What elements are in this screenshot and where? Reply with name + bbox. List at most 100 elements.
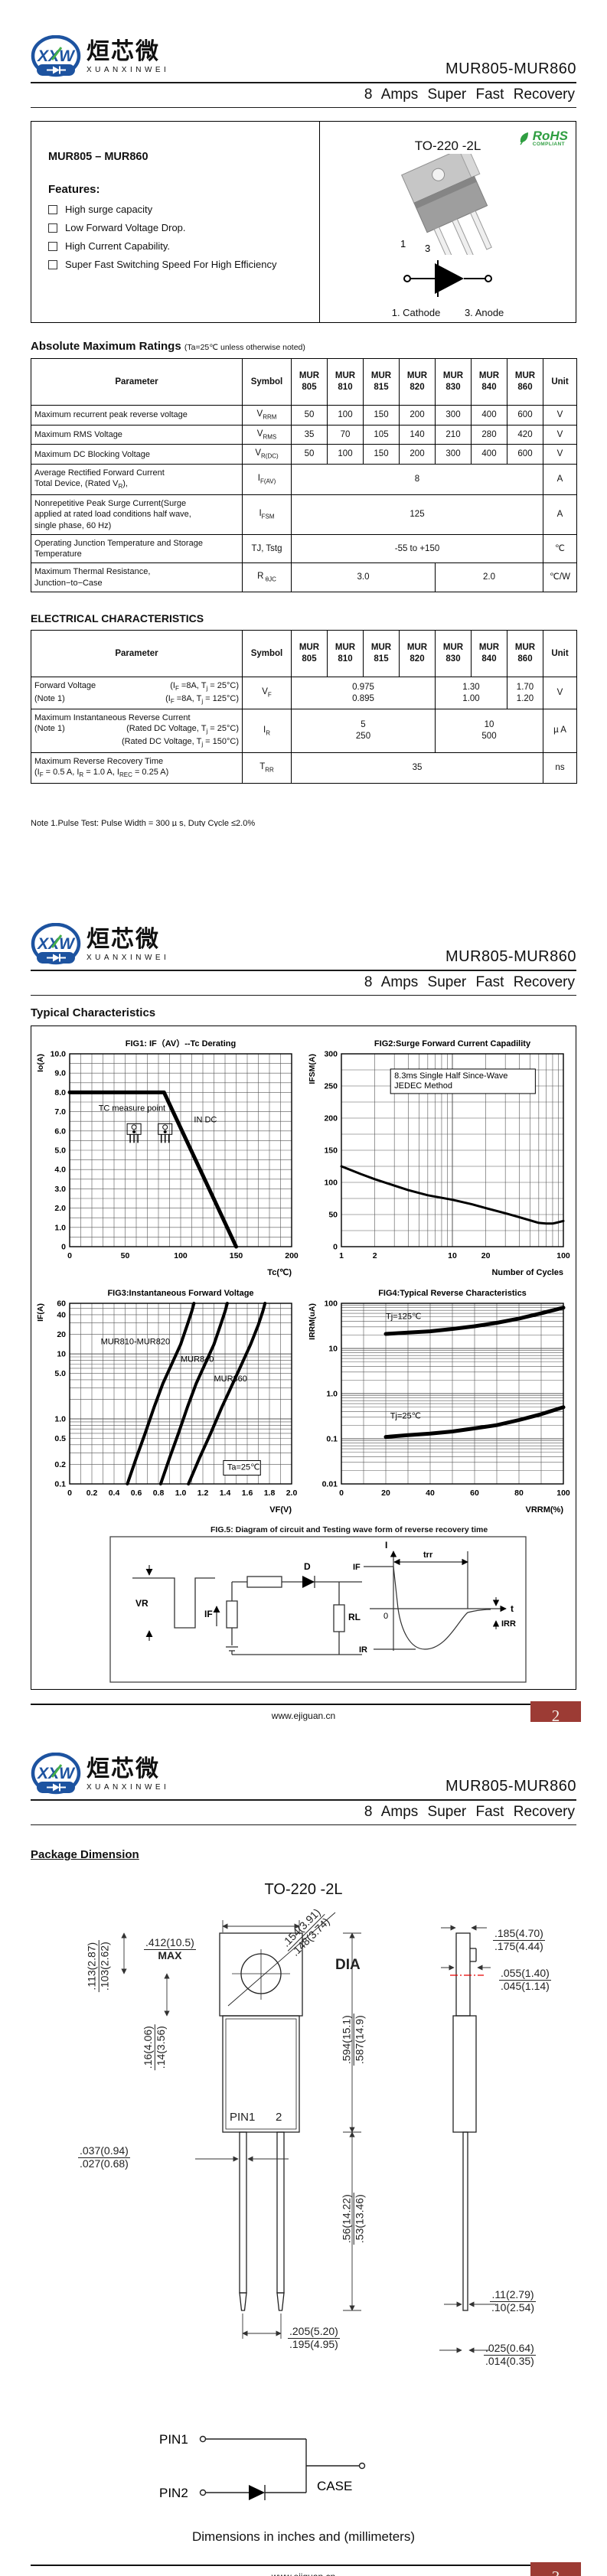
dimensions-caption: Dimensions in inches and (millimeters) <box>192 2529 415 2544</box>
side-view <box>452 1932 477 2311</box>
table-cell: Maximum RMS Voltage <box>31 424 243 445</box>
datasheet-page-2: XXW 烜芯微 XUANXINWEI MUR805-MUR860 <box>0 827 607 1722</box>
package-outline-drawing <box>121 1912 496 2353</box>
dimension-value: .185(4.70) .175(4.44) <box>493 1927 545 1952</box>
header-rule-thick <box>31 82 576 83</box>
y-tick-label: 60 <box>57 1299 66 1309</box>
page-number-badge: 3 <box>530 2562 581 2576</box>
table-cell: Nonrepetitive Peak Surge Current(Surge ap… <box>31 494 243 535</box>
table-cell: 400 <box>471 405 507 426</box>
table-header-cell: Unit <box>543 358 577 406</box>
table-cell: Average Rectified Forward Current Total D… <box>31 464 243 495</box>
x-tick-label: 60 <box>470 1489 479 1498</box>
table-cell: 1.70 1.20 <box>507 677 543 710</box>
table-header-cell: MUR 810 <box>327 358 364 406</box>
table-cell: 3.0 <box>291 562 436 593</box>
table-cell: 2.0 <box>435 562 543 593</box>
table-cell: 200 <box>399 405 436 426</box>
diode-label: D <box>304 1561 311 1572</box>
annotation-box <box>223 1460 261 1476</box>
table-header-cell: MUR 810 <box>327 630 364 678</box>
chart-title: FIG1: IF（AV）--Tc Derating <box>126 1039 236 1048</box>
table-cell: 150 <box>363 405 400 426</box>
plot-border <box>341 1303 564 1485</box>
y-tick-label: 0.2 <box>54 1460 66 1469</box>
abs-max-ratings-title: Absolute Maximum Ratings (Ta=25℃ unless … <box>31 340 305 353</box>
typical-characteristics-title: Typical Characteristics <box>31 1006 156 1019</box>
table-cell: 300 <box>435 444 472 465</box>
irr-label: IRR <box>501 1619 516 1629</box>
dimension-value: .412(10.5) MAX <box>144 1936 196 1961</box>
header-rule-thin <box>31 1824 576 1825</box>
checkbox-icon <box>48 204 57 214</box>
table-row: Operating Junction Temperature and Stora… <box>31 533 577 564</box>
table-header-cell: MUR 830 <box>435 358 472 406</box>
table-cell: R θJC <box>242 562 292 593</box>
y-tick-label: 100 <box>324 1179 338 1188</box>
table-row: Maximum Instantaneous Reverse Current (No… <box>31 709 577 753</box>
y-tick-label: 0.5 <box>54 1434 66 1443</box>
table-cell: TRR <box>242 752 292 784</box>
x-tick-label: 150 <box>230 1251 243 1260</box>
part-number: MUR805-MUR860 <box>445 1778 576 1795</box>
y-tick-label: 5.0 <box>54 1146 66 1156</box>
table-header-cell: Parameter <box>31 358 243 406</box>
table-cell: 100 <box>327 405 364 426</box>
diode-symbol-icon <box>403 260 492 297</box>
y-tick-label: 10 <box>57 1350 66 1359</box>
internal-connection-schematic: PIN1 PIN2 CASE <box>159 2432 366 2500</box>
dimension-value: .11(2.79) .10(2.54) <box>490 2288 537 2314</box>
x-tick-label: 0.4 <box>109 1489 120 1498</box>
plot-border <box>341 1053 564 1247</box>
vr-label: VR <box>135 1598 148 1609</box>
fig4-reverse-characteristics-chart: 0 20 40 60 80 100 100 10 1.0 0.1 0.01 FIG4:Typical … <box>308 1289 570 1515</box>
header-rule-thick <box>31 1799 576 1801</box>
annotation-text: MUR810-MUR820 <box>101 1338 170 1347</box>
table-cell: ns <box>543 752 577 784</box>
table-cell: Maximum recurrent peak reverse voltage <box>31 405 243 426</box>
brand-name-cn: 烜芯微 <box>86 927 160 952</box>
product-title: MUR805 – MUR860 <box>48 151 148 163</box>
to220-glyph-dot <box>163 1130 167 1133</box>
dimension-value: .56(14.22) .53(13.46) <box>340 2193 366 2245</box>
dimension-text: 2 <box>276 2111 282 2124</box>
diode-pin-caption: 1. Cathode 3. Anode <box>320 307 576 318</box>
x-axis-label: Number of Cycles <box>491 1268 563 1277</box>
if-label: IF <box>204 1609 213 1619</box>
annotation-text: 8.3ms Single Half Since-Wave <box>394 1071 507 1081</box>
logo-diode-triangle <box>53 954 60 962</box>
recovery-waveform <box>364 1550 507 1651</box>
logo-green-slash <box>51 1764 63 1778</box>
product-right-column: TO-220 -2L RoHS COMPLIANT <box>319 122 576 322</box>
chart-title: FIG3:Instantaneous Forward Voltage <box>107 1289 253 1298</box>
brand-logo: XXW 烜芯微 XUANXINWEI <box>31 35 169 80</box>
y-axis-label: IF(A) <box>36 1303 45 1322</box>
data-series <box>383 1405 566 1440</box>
x-axis-label: Tc(℃) <box>267 1268 292 1277</box>
dimension-value: .037(0.94) .027(0.68) <box>78 2144 130 2170</box>
x-axis-label: VRRM(%) <box>526 1505 564 1515</box>
feature-item: Low Forward Voltage Drop. <box>48 222 304 233</box>
dimension-value: .025(0.64) .014(0.35) <box>484 2342 536 2367</box>
y-tick-label: 150 <box>324 1146 338 1156</box>
plot-border <box>69 1053 292 1247</box>
y-tick-label: 0.01 <box>322 1480 338 1489</box>
table-cell: V <box>543 444 577 465</box>
table-header-cell: Symbol <box>242 630 292 678</box>
table-header-cell: MUR 815 <box>363 630 400 678</box>
fig1-derating-chart: 0 50 100 150 200 10.0 9.0 8.0 7.0 6.0 5.0 4.0 3.0 2.0… <box>36 1039 299 1277</box>
table-cell: Maximum DC Blocking Voltage <box>31 444 243 465</box>
table-header-cell: Symbol <box>242 358 292 406</box>
footer-url: www.ejiguan.cn <box>272 2571 335 2576</box>
y-tick-label: 100 <box>324 1299 338 1309</box>
page-header: XXW 烜芯微 XUANXINWEI MUR805-MUR860 <box>31 1722 576 2545</box>
table-header-cell: MUR 820 <box>399 630 436 678</box>
table-cell: 420 <box>507 424 543 445</box>
datasheet-page-3: XXW 烜芯微 XUANXINWEI MUR805-MUR860 <box>0 1722 607 2576</box>
y-tick-label: 3.0 <box>54 1185 66 1194</box>
package-pin3-label: 3 <box>425 243 430 254</box>
table-header-cell: MUR 840 <box>471 630 507 678</box>
header-subtitle: 8 Amps Super Fast Recovery <box>364 974 575 990</box>
x-tick-label: 1.4 <box>220 1489 231 1498</box>
y-tick-label: 1.0 <box>54 1415 66 1424</box>
